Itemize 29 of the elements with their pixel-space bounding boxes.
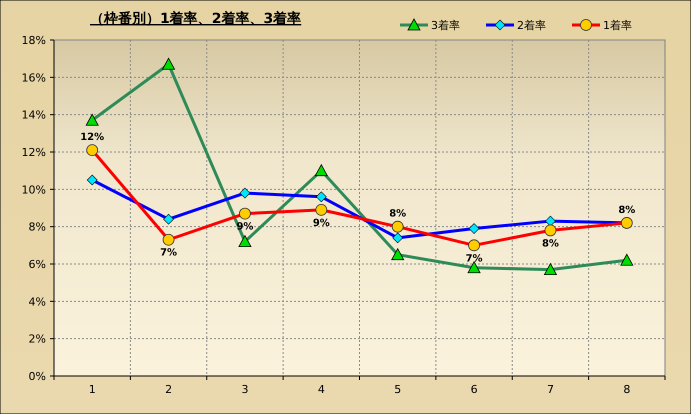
x-tick-label: 2 (165, 383, 172, 396)
legend-label: 1着率 (603, 19, 632, 32)
y-tick-label: 12% (22, 146, 46, 159)
y-tick-label: 18% (22, 34, 46, 47)
y-tick-label: 10% (22, 183, 46, 196)
text: 12% (80, 132, 104, 144)
y-tick-label: 4% (28, 295, 46, 308)
legend-label: 3着率 (431, 19, 460, 32)
x-tick-label: 7 (546, 383, 554, 396)
x-tick-label: 8 (623, 383, 630, 396)
y-tick-label: 14% (22, 108, 46, 122)
text: 8% (542, 238, 559, 250)
y-tick-label: 16% (22, 71, 46, 84)
legend-label: 2着率 (517, 19, 546, 32)
y-tick-label: 8% (28, 220, 46, 234)
x-tick-label: 3 (241, 383, 248, 396)
chart-title: （枠番別）1着率、2着率、3着率 (90, 10, 302, 27)
y-tick-label: 2% (28, 332, 46, 346)
x-tick-label: 6 (470, 383, 478, 396)
x-tick-label: 1 (88, 383, 96, 396)
x-tick-label: 5 (394, 383, 402, 396)
text: 8% (389, 208, 406, 220)
text: 7% (160, 248, 178, 259)
y-tick-label: 6% (28, 258, 46, 271)
text: 7% (466, 253, 483, 264)
text: 9% (312, 218, 330, 229)
x-tick-label: 4 (318, 383, 325, 396)
text: 8% (618, 204, 636, 216)
y-tick-label: 0% (28, 370, 46, 383)
